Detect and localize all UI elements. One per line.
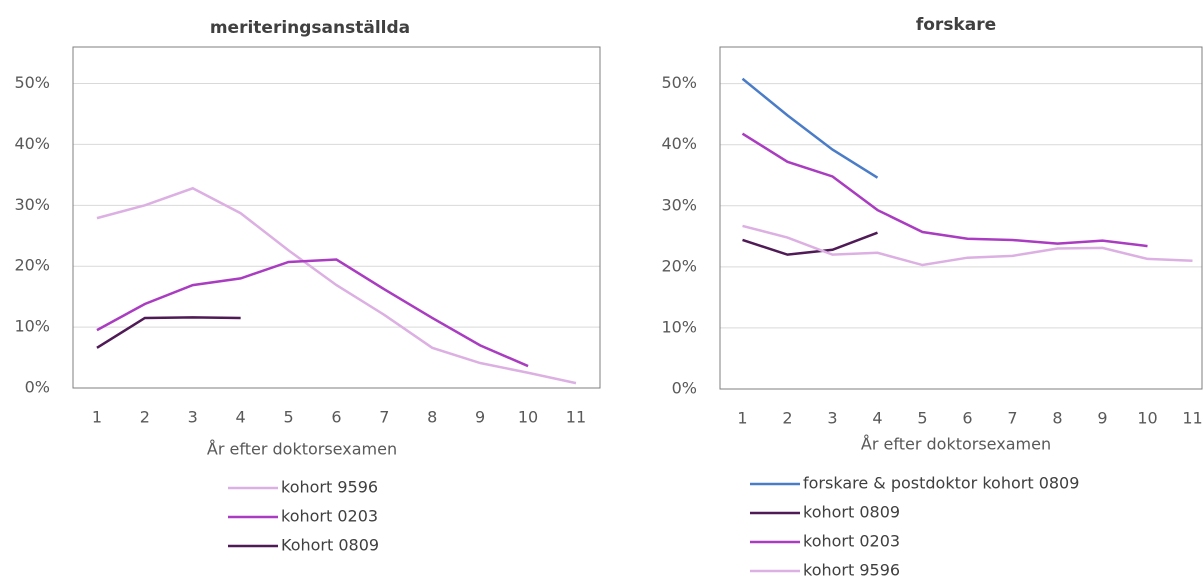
x-tick-label: 10 bbox=[1137, 409, 1157, 428]
plot-frame bbox=[72, 46, 601, 389]
x-tick-label: 11 bbox=[566, 408, 586, 427]
y-tick-label: 0% bbox=[672, 379, 697, 398]
legend-label: kohort 9596 bbox=[281, 478, 378, 497]
y-tick-label: 30% bbox=[14, 195, 50, 214]
x-tick-label: 9 bbox=[1097, 409, 1107, 428]
series-line bbox=[742, 231, 878, 256]
legend-label: kohort 9596 bbox=[803, 561, 900, 579]
legend-label: Kohort 0809 bbox=[281, 536, 379, 555]
chart-title: forskare bbox=[916, 15, 996, 35]
y-tick-label: 40% bbox=[14, 134, 50, 153]
chart-title: meriteringsanställda bbox=[210, 18, 410, 38]
x-tick-label: 8 bbox=[427, 408, 437, 427]
x-tick-label: 7 bbox=[379, 408, 389, 427]
series-line bbox=[96, 316, 241, 349]
y-tick-label: 50% bbox=[661, 73, 697, 92]
x-tick-label: 8 bbox=[1052, 409, 1062, 428]
plot-frame bbox=[719, 46, 1203, 390]
legend-label: kohort 0203 bbox=[281, 507, 378, 526]
y-tick-label: 20% bbox=[661, 256, 697, 275]
series-line bbox=[741, 77, 879, 179]
x-tick-label: 2 bbox=[782, 409, 792, 428]
x-tick-label: 5 bbox=[917, 409, 927, 428]
series-line bbox=[742, 224, 1193, 267]
x-tick-label: 5 bbox=[283, 408, 293, 427]
x-tick-label: 3 bbox=[827, 409, 837, 428]
y-tick-label: 0% bbox=[25, 378, 50, 397]
y-tick-label: 20% bbox=[14, 256, 50, 275]
series-line bbox=[96, 258, 529, 368]
x-tick-label: 11 bbox=[1182, 409, 1202, 428]
y-tick-label: 50% bbox=[14, 73, 50, 92]
x-tick-label: 3 bbox=[188, 408, 198, 427]
legend-label: kohort 0809 bbox=[803, 503, 900, 522]
x-tick-label: 6 bbox=[962, 409, 972, 428]
x-axis-title: År efter doktorsexamen bbox=[861, 435, 1051, 454]
x-axis-title: År efter doktorsexamen bbox=[207, 440, 397, 459]
x-tick-label: 1 bbox=[92, 408, 102, 427]
x-tick-label: 4 bbox=[236, 408, 246, 427]
x-tick-label: 9 bbox=[475, 408, 485, 427]
series-line bbox=[96, 186, 577, 385]
y-tick-label: 10% bbox=[661, 317, 697, 336]
series-line bbox=[741, 132, 1148, 248]
y-tick-label: 10% bbox=[14, 317, 50, 336]
x-tick-label: 10 bbox=[518, 408, 538, 427]
x-tick-label: 2 bbox=[140, 408, 150, 427]
x-tick-label: 4 bbox=[872, 409, 882, 428]
x-tick-label: 1 bbox=[737, 409, 747, 428]
y-tick-label: 30% bbox=[661, 195, 697, 214]
x-tick-label: 6 bbox=[331, 408, 341, 427]
legend-label: forskare & postdoktor kohort 0809 bbox=[803, 474, 1079, 493]
y-tick-label: 40% bbox=[661, 134, 697, 153]
legend-label: kohort 0203 bbox=[803, 532, 900, 551]
x-tick-label: 7 bbox=[1007, 409, 1017, 428]
